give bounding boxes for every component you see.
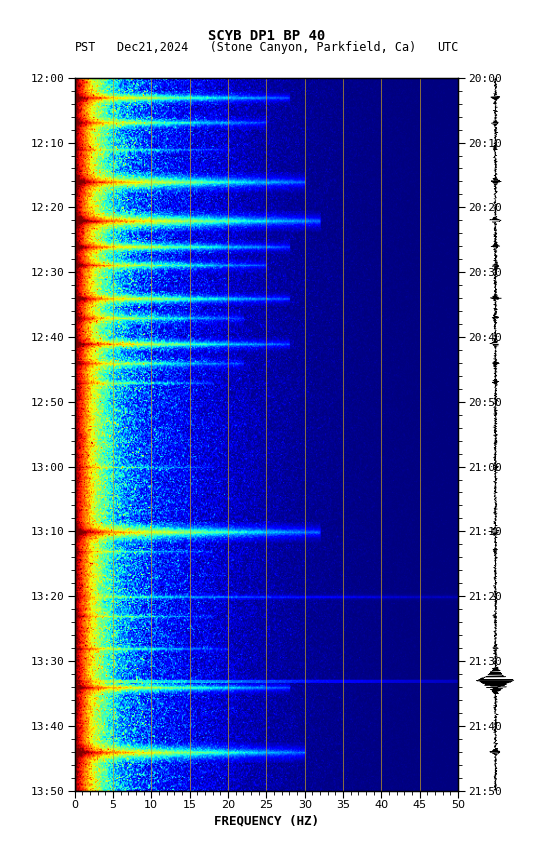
X-axis label: FREQUENCY (HZ): FREQUENCY (HZ) [214, 815, 319, 828]
Text: UTC: UTC [437, 41, 458, 54]
Text: Dec21,2024   (Stone Canyon, Parkfield, Ca): Dec21,2024 (Stone Canyon, Parkfield, Ca) [117, 41, 416, 54]
Text: PST: PST [75, 41, 96, 54]
Text: SCYB DP1 BP 40: SCYB DP1 BP 40 [208, 29, 325, 43]
